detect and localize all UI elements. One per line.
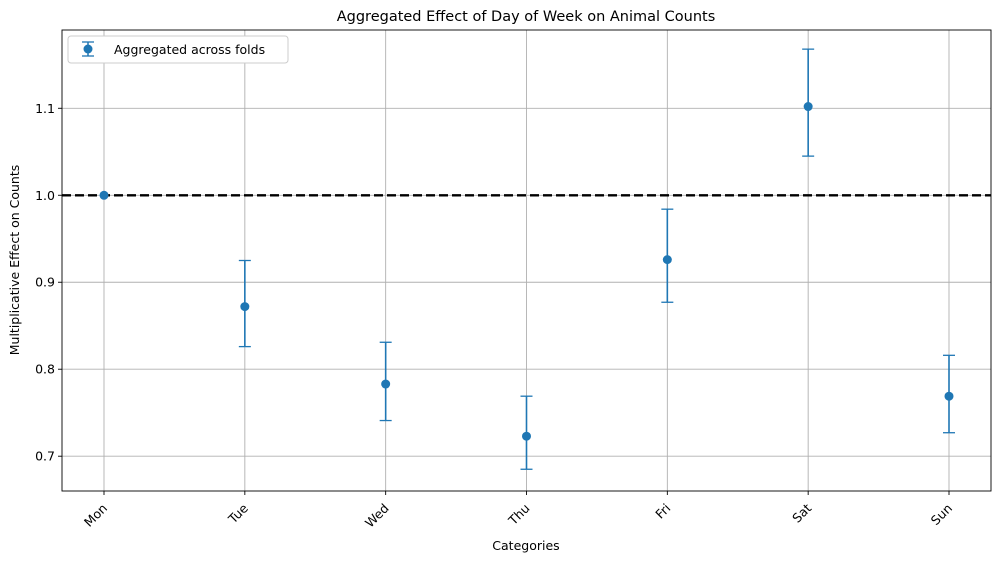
legend: Aggregated across folds <box>67 35 289 64</box>
x-tick-label: Fri <box>652 501 673 522</box>
data-point <box>522 431 531 441</box>
data-point <box>803 102 813 112</box>
chart-title: Aggregated Effect of Day of Week on Anim… <box>337 9 716 25</box>
data-marks <box>99 48 955 470</box>
data-point <box>381 379 391 389</box>
legend-label: Aggregated across folds <box>114 42 265 57</box>
y-tick-label: 0.9 <box>35 275 55 290</box>
y-tick-label: 0.8 <box>35 362 55 377</box>
x-tick-label: Mon <box>81 501 110 530</box>
legend-marker <box>82 41 94 57</box>
legend-point <box>83 44 93 54</box>
y-tick-label: 0.7 <box>35 449 55 464</box>
x-tick-label: Sun <box>928 501 955 528</box>
data-point <box>240 302 250 312</box>
data-point <box>944 391 954 401</box>
data-point <box>99 190 109 200</box>
y-axis-label: Multiplicative Effect on Counts <box>7 165 22 356</box>
legend-box <box>67 35 289 64</box>
data-point <box>662 255 672 265</box>
x-axis-label: Categories <box>492 538 559 553</box>
x-tick-label: Tue <box>225 500 252 527</box>
y-ticks: 0.7 0.8 0.9 1.0 1.1 <box>35 101 62 464</box>
x-tick-label: Wed <box>362 501 392 531</box>
y-tick-label: 1.1 <box>35 101 55 116</box>
x-tick-label: Sat <box>789 500 814 525</box>
y-tick-label: 1.0 <box>35 188 55 203</box>
x-ticks: Mon Tue Wed Thu Fri Sat Sun <box>81 491 955 530</box>
x-tick-label: Thu <box>505 501 533 529</box>
